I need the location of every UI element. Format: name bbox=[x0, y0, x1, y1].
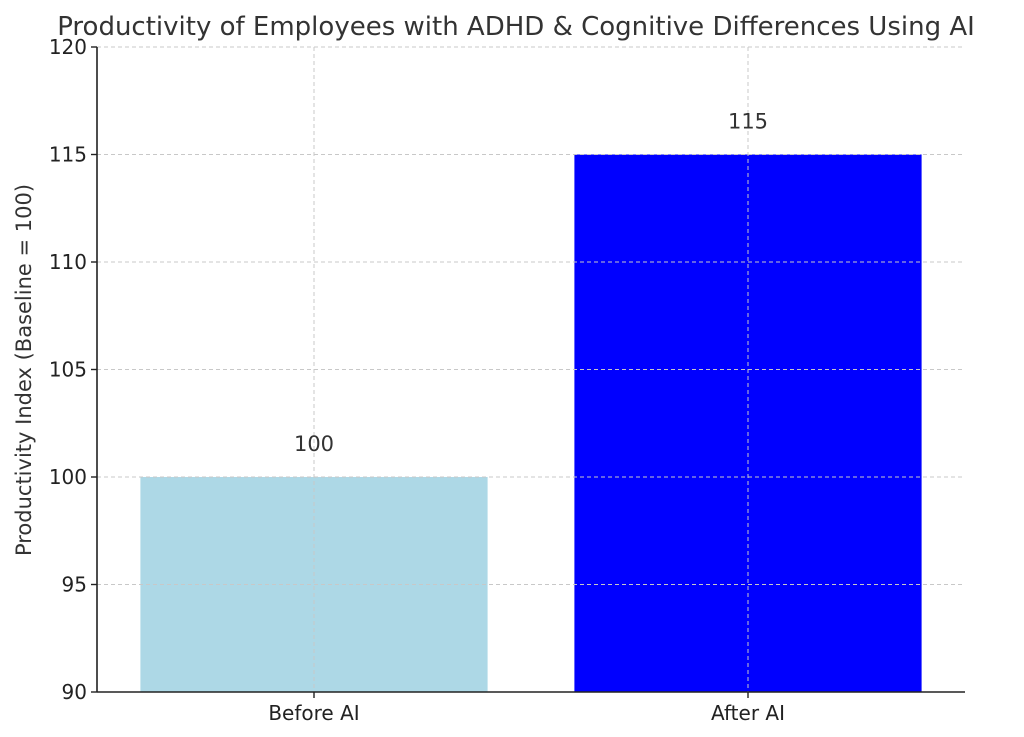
data-label: 115 bbox=[728, 110, 768, 134]
x-tick-label: After AI bbox=[711, 701, 785, 725]
data-label: 100 bbox=[294, 432, 334, 456]
x-tick-label: Before AI bbox=[268, 701, 359, 725]
data-labels: 100 115 bbox=[294, 110, 768, 457]
y-axis-ticks: 90 95 100 105 110 115 120 bbox=[49, 35, 97, 704]
y-tick-label: 120 bbox=[49, 35, 87, 59]
bars bbox=[140, 154, 922, 692]
chart-title: Productivity of Employees with ADHD & Co… bbox=[57, 12, 975, 42]
y-tick-label: 90 bbox=[62, 680, 87, 704]
y-axis-label: Productivity Index (Baseline = 100) bbox=[12, 184, 36, 556]
y-tick-label: 105 bbox=[49, 358, 87, 382]
y-tick-label: 95 bbox=[62, 573, 87, 597]
bar-after-ai bbox=[574, 154, 922, 692]
y-tick-label: 110 bbox=[49, 250, 87, 274]
x-axis-ticks: Before AI After AI bbox=[268, 692, 785, 725]
y-tick-label: 115 bbox=[49, 143, 87, 167]
grid-overlay bbox=[97, 46, 965, 693]
y-tick-label: 100 bbox=[49, 465, 87, 489]
